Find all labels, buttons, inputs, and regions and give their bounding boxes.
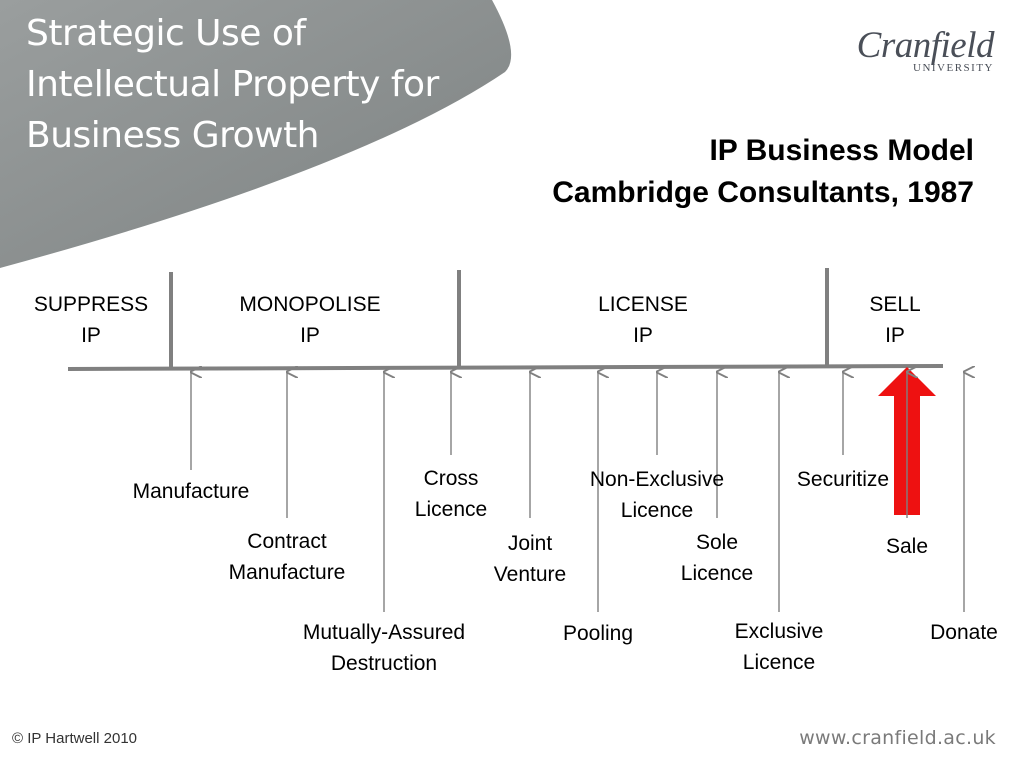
option-sole-licence: Sole Licence <box>681 527 753 589</box>
category-monopolise-ip: MONOPOLISE IP <box>239 289 380 351</box>
spectrum-axis <box>67 364 944 371</box>
category-line: MONOPOLISE <box>239 293 381 316</box>
option-line: Non-Exclusive <box>589 468 725 491</box>
copyright-notice: © IP Hartwell 2010 <box>12 730 138 747</box>
category-line: IP <box>633 324 653 347</box>
option-mutually-assured-destruction: Mutually-Assured Destruction <box>303 617 465 679</box>
option-line: Manufacture <box>132 480 250 503</box>
slide-title-line: IP Business Model <box>709 134 974 167</box>
option-contract-manufacture: Contract Manufacture <box>229 526 346 588</box>
slide-title-line: Cambridge Consultants, 1987 <box>552 176 974 209</box>
option-line: Exclusive <box>734 620 824 643</box>
category-line: SELL <box>869 293 921 316</box>
option-non-exclusive-licence: Non-Exclusive Licence <box>590 464 724 526</box>
option-sale: Sale <box>886 531 928 562</box>
deck-title: Strategic Use of Intellectual Property f… <box>26 8 496 161</box>
option-line: Mutually-Assured <box>302 621 466 644</box>
category-line: IP <box>885 324 905 347</box>
category-line: IP <box>300 324 320 347</box>
category-suppress-ip: SUPPRESS IP <box>34 289 148 351</box>
option-line: Securitize <box>796 468 890 491</box>
option-securitize: Securitize <box>797 464 889 495</box>
option-pooling: Pooling <box>563 618 633 649</box>
category-sell-ip: SELL IP <box>869 289 920 351</box>
option-line: Manufacture <box>228 561 346 584</box>
option-manufacture: Manufacture <box>133 476 250 507</box>
option-line: Sale <box>885 535 929 558</box>
option-line: Donate <box>930 621 998 644</box>
option-line: Licence <box>414 498 488 521</box>
option-line: Destruction <box>330 652 438 675</box>
option-line: Sole <box>695 531 739 554</box>
website-url: www.cranfield.ac.uk <box>799 727 996 749</box>
category-line: SUPPRESS <box>33 293 149 316</box>
option-line: Joint <box>507 532 553 555</box>
option-line: Pooling <box>562 622 634 645</box>
option-joint-venture: Joint Venture <box>494 528 566 590</box>
logo-sub: UNIVERSITY <box>913 62 994 74</box>
deck-title-line: Strategic Use of <box>26 13 306 54</box>
deck-title-line: Intellectual Property for <box>26 64 439 105</box>
option-line: Cross <box>423 467 479 490</box>
option-line: Contract <box>247 530 327 553</box>
deck-title-line: Business Growth <box>26 115 320 156</box>
option-donate: Donate <box>930 617 998 648</box>
cranfield-logo: Cranfield UNIVERSITY <box>856 25 995 74</box>
category-line: LICENSE <box>598 293 688 316</box>
category-license-ip: LICENSE IP <box>598 289 688 351</box>
category-line: IP <box>81 324 101 347</box>
logo-name: Cranfield <box>856 25 995 66</box>
option-line: Licence <box>620 499 694 522</box>
option-line: Licence <box>742 651 816 674</box>
option-line: Licence <box>680 562 754 585</box>
option-cross-licence: Cross Licence <box>415 463 487 525</box>
option-line: Venture <box>493 563 567 586</box>
option-exclusive-licence: Exclusive Licence <box>735 616 824 678</box>
slide-title: IP Business Model Cambridge Consultants,… <box>552 130 974 214</box>
